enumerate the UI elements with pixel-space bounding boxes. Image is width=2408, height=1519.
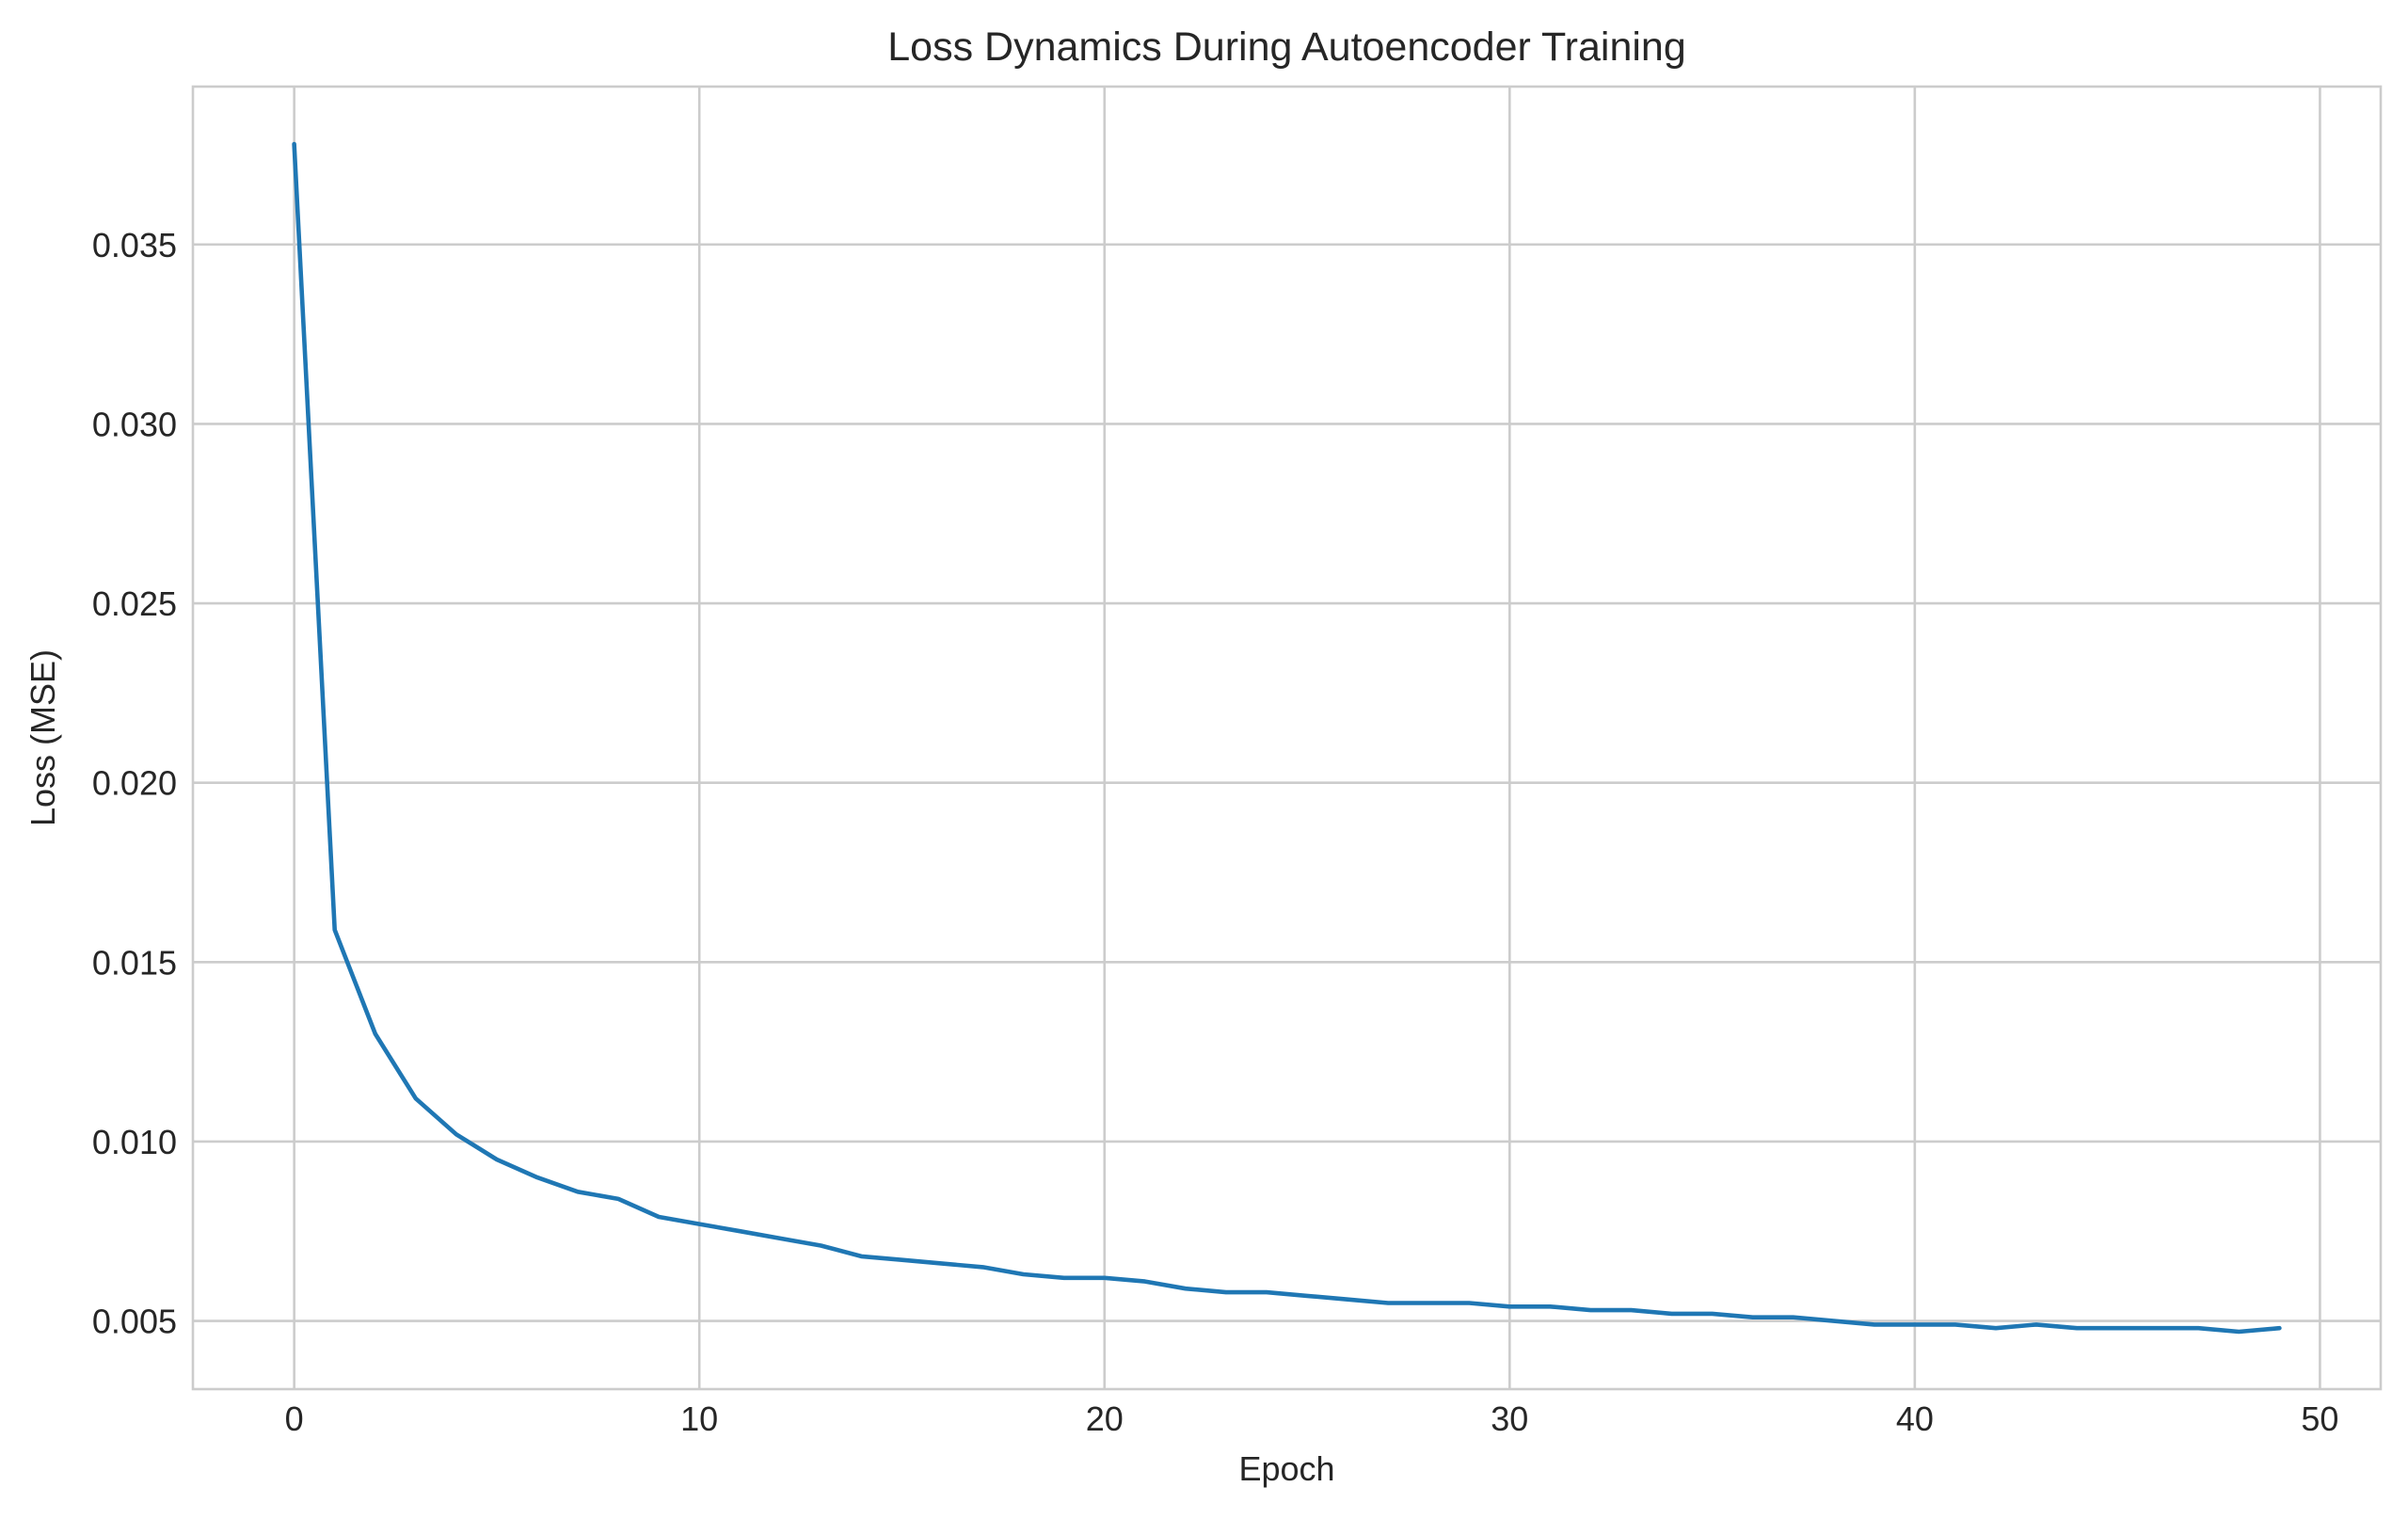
plot-frame [191, 85, 2383, 1391]
x-tick-label: 0 [285, 1399, 304, 1438]
y-tick-labels: 0.005 0.010 0.015 0.020 0.025 0.030 0.035 [92, 226, 177, 1341]
series-layer [292, 141, 2282, 1335]
y-tick-label: 0.005 [92, 1303, 177, 1341]
y-tick-label: 0.020 [92, 764, 177, 803]
x-tick-label: 10 [680, 1399, 718, 1438]
loss-series-line [292, 141, 2282, 1335]
y-axis-label: Loss (MSE) [24, 649, 62, 826]
y-grid [193, 243, 2381, 1322]
y-tick-label: 0.025 [92, 584, 177, 623]
x-tick-label: 20 [1086, 1399, 1124, 1438]
y-tick-label: 0.030 [92, 405, 177, 443]
x-axis-label: Epoch [1238, 1449, 1334, 1488]
y-tick-label: 0.015 [92, 943, 177, 982]
x-tick-label: 40 [1896, 1399, 1934, 1438]
x-grid [293, 87, 2321, 1389]
y-tick-label: 0.010 [92, 1123, 177, 1161]
y-tick-label: 0.035 [92, 226, 177, 264]
x-tick-labels: 0 10 20 30 40 50 [285, 1399, 2339, 1438]
x-tick-label: 30 [1491, 1399, 1528, 1438]
chart-title: Loss Dynamics During Autoencoder Trainin… [887, 24, 1686, 70]
x-tick-label: 50 [2301, 1399, 2338, 1438]
